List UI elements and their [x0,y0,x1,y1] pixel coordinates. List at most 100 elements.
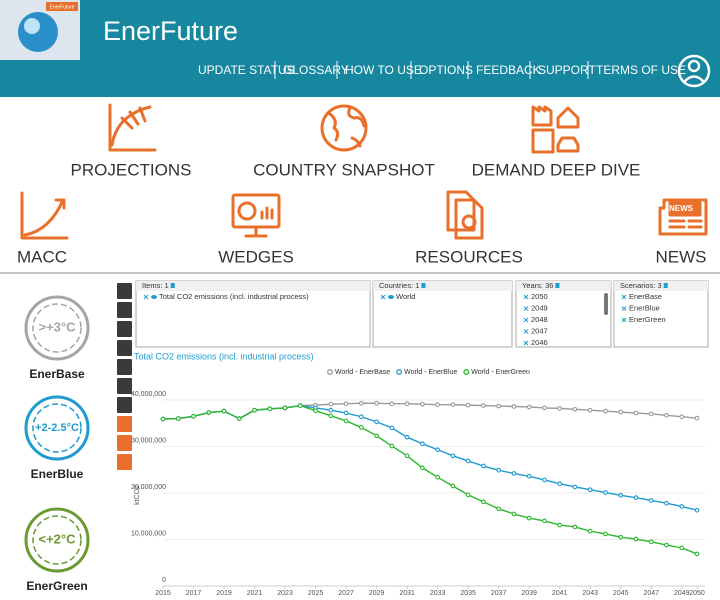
data-point [450,483,456,489]
toolbar-button[interactable] [117,416,132,432]
data-point [343,418,349,424]
remove-icon[interactable] [380,294,386,300]
toolbar-button[interactable] [117,397,132,413]
data-point [374,419,379,425]
toolbar-button[interactable] [117,302,132,318]
data-point [511,511,517,517]
data-point [648,539,654,545]
app-title: EnerFuture [103,16,238,46]
scenario-badge[interactable]: +2-2.5°C EnerBlue [24,395,90,481]
filter-box[interactable]: Scenarios: 3 EnerBase EnerBlue EnerGreen [613,280,709,348]
badge-inner [32,303,82,353]
news-icon-text: NEWS [669,204,694,213]
x-tick-label: 2041 [552,590,568,597]
data-point [328,407,334,413]
nav-link[interactable]: SUPPORT [538,63,596,77]
legend-marker[interactable] [463,369,470,375]
filter-box[interactable]: Items: 1 Total CO2 emissions (incl. indus… [135,280,371,348]
trash-icon [170,283,175,288]
data-point [679,545,685,551]
x-tick-label: 2017 [186,590,202,597]
x-tick-label: 2039 [521,590,537,597]
legend-label[interactable]: World - EnerGreen [471,369,530,376]
filter-header-bg [516,281,611,291]
data-point [542,518,547,524]
remove-icon[interactable] [143,294,149,300]
nav-link[interactable]: FEEDBACK [476,63,541,77]
remove-icon[interactable] [523,317,529,323]
scenario-badge[interactable]: >+3°C EnerBase [24,295,90,381]
remove-icon[interactable] [621,294,627,300]
data-point [343,410,349,416]
remove-icon[interactable] [523,294,529,300]
icon-projections [108,103,157,152]
nav-link[interactable]: UPDATE STATUS [198,63,295,77]
scenario-badge[interactable]: <+2°C EnerGreen [24,507,90,593]
nav-link[interactable]: OPTIONS [419,63,473,77]
data-point [648,411,654,417]
remove-icon[interactable] [621,317,627,323]
data-point [435,447,440,453]
user-icon[interactable] [677,54,711,88]
data-point [328,413,334,419]
toolbar-button[interactable] [117,321,132,337]
legend-marker[interactable] [327,369,333,375]
x-tick-label: 2049 [674,590,690,597]
toolbar-button[interactable] [117,283,132,299]
tile-label[interactable]: WEDGES [218,247,294,266]
data-point [542,477,547,483]
icon-demand [531,105,580,154]
legend-label[interactable]: World - EnerBlue [404,369,457,376]
badge-ring [24,395,90,461]
nav-link[interactable]: TERMS OF USE [596,63,686,77]
filter-item: Total CO2 emissions (incl. industrial pr… [159,292,309,301]
tile-label[interactable]: RESOURCES [415,247,523,266]
data-point [648,498,654,503]
tile-label[interactable]: NEWS [656,247,707,266]
remove-icon[interactable] [523,306,529,311]
data-point [694,551,700,557]
filter-header: Items: 1 [142,281,169,290]
tile-label[interactable]: COUNTRY SNAPSHOT [253,160,435,179]
y-tick-label: 30,000,000 [131,437,166,444]
filter-box[interactable]: Countries: 1 World [372,280,513,348]
data-point [358,400,364,406]
filter-box[interactable]: Years: 36 2050 2049 2048 2047 2046 [515,280,612,348]
legend-label[interactable]: World - EnerBase [335,369,390,376]
remove-icon[interactable] [523,340,529,346]
filter-header: Countries: 1 [379,281,419,290]
nav-link[interactable]: HOW TO USE [345,63,422,77]
toolbar-button[interactable] [117,435,132,451]
tile-label[interactable]: PROJECTIONS [71,160,192,179]
data-point [328,401,334,407]
y-tick-label: 10,000,000 [131,530,166,537]
icon-macc [20,191,69,240]
filter-frame [515,280,612,348]
toolbar-button[interactable] [117,378,132,394]
x-tick-label: 2029 [369,590,385,597]
remove-icon[interactable] [621,306,627,311]
data-point [420,441,425,447]
tile-label[interactable]: MACC [17,247,67,266]
data-point [236,416,242,421]
filter-item: 2048 [531,315,548,324]
toolbar-button[interactable] [117,359,132,375]
filter-header: Years: 36 [522,281,553,290]
data-point [435,474,440,480]
x-tick-label: 2023 [277,590,293,597]
data-point [221,408,227,414]
x-tick-label: 2035 [460,590,476,597]
toolbar-button[interactable] [117,454,132,470]
data-point [358,425,364,430]
nav-link[interactable]: GLOSSARY [283,63,349,77]
remove-icon[interactable] [523,329,529,334]
filter-item: World [396,292,415,301]
data-point [511,471,517,476]
header-bar [0,0,720,97]
tile-label[interactable]: DEMAND DEEP DIVE [472,160,641,179]
chart-title: Total CO2 emissions (incl. industrial pr… [134,351,314,361]
scenario-name: EnerGreen [26,579,87,593]
legend-marker[interactable] [396,369,403,375]
logo[interactable]: EnerFuture [0,0,80,60]
toolbar-button[interactable] [117,340,132,356]
